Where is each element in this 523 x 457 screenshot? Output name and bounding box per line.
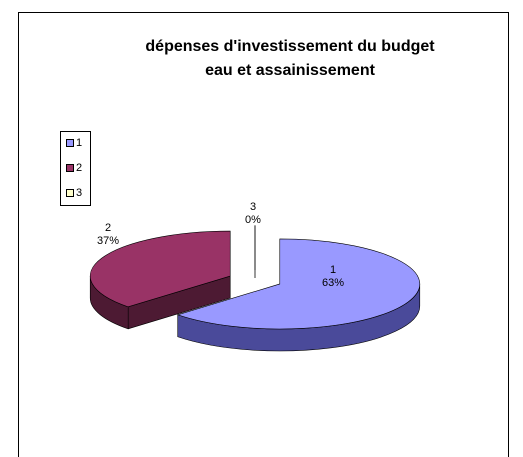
- data-label-value: 37%: [97, 235, 119, 247]
- slice: [89, 230, 231, 308]
- legend-box: [60, 131, 91, 206]
- data-label-category: 1: [330, 264, 336, 276]
- legend-label: 3: [76, 187, 82, 199]
- data-label-value: 0%: [245, 214, 261, 226]
- data-label-category: 3: [250, 201, 256, 213]
- data-label-value: 63%: [322, 277, 344, 289]
- chart-title: eau et assainissement: [205, 62, 376, 79]
- legend-swatch: [66, 139, 74, 147]
- legend-swatch: [66, 164, 74, 172]
- legend-label: 1: [76, 137, 82, 149]
- chart-title: dépenses d'investissement du budget: [145, 38, 435, 55]
- chart-border: [18, 12, 509, 457]
- data-label-category: 2: [105, 222, 111, 234]
- legend-swatch: [66, 189, 74, 197]
- slice: [176, 238, 421, 330]
- legend-label: 2: [76, 162, 82, 174]
